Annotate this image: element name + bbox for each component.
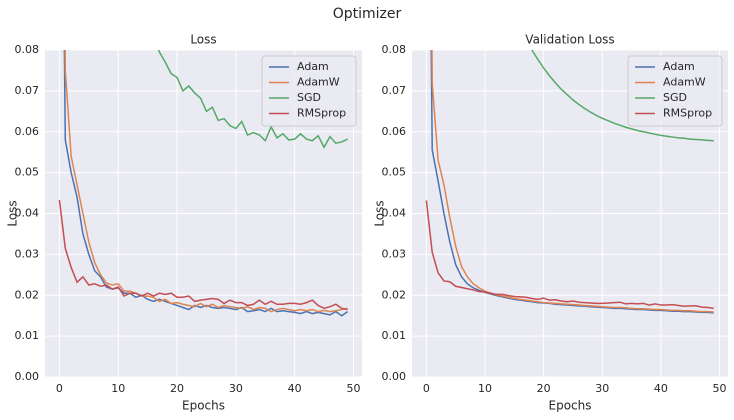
- y-tick-label: 0.03: [15, 247, 40, 260]
- y-axis-label: Loss: [373, 200, 387, 226]
- x-tick-label: 20: [537, 382, 551, 395]
- line: [64, 50, 348, 313]
- legend-label: AdamW: [663, 76, 706, 89]
- x-axis-label: Epochs: [549, 399, 592, 413]
- legend-label: RMSprop: [663, 107, 712, 120]
- y-tick-label: 0.02: [15, 288, 40, 301]
- x-tick-label: 10: [478, 382, 492, 395]
- x-tick-label: 20: [170, 382, 184, 395]
- x-axis-label: Epochs: [182, 399, 225, 413]
- y-tick-label: 0.08: [382, 43, 407, 56]
- x-tick-label: 40: [654, 382, 668, 395]
- plot-lines: [58, 50, 349, 317]
- x-tick-label: 30: [229, 382, 243, 395]
- line: [157, 50, 348, 149]
- y-tick-label: 0.05: [382, 166, 407, 179]
- y-tick-label: 0.04: [382, 207, 407, 220]
- x-tick-label: 30: [595, 382, 609, 395]
- y-tick-label: 0.03: [382, 247, 407, 260]
- y-tick-label: 0.07: [382, 84, 407, 97]
- line: [63, 50, 349, 317]
- legend-box: [627, 55, 723, 127]
- legend-label: RMSprop: [297, 107, 346, 120]
- legend-label: Adam: [663, 60, 695, 73]
- y-tick-label: 0.06: [382, 125, 407, 138]
- x-tick-label: 10: [111, 382, 125, 395]
- x-tick-label: 0: [56, 382, 63, 395]
- line: [430, 50, 714, 314]
- y-tick-label: 0.02: [382, 288, 407, 301]
- y-tick-label: 0.06: [15, 125, 40, 138]
- legend-label: Adam: [297, 60, 329, 73]
- legend-label: AdamW: [297, 76, 340, 89]
- y-tick-label: 0.00: [15, 370, 40, 383]
- y-axis-label: Loss: [6, 200, 20, 226]
- y-tick-label: 0.00: [382, 370, 407, 383]
- y-tick-label: 0.01: [382, 329, 407, 342]
- y-tick-label: 0.01: [15, 329, 40, 342]
- x-tick-label: 0: [423, 382, 430, 395]
- subplot-title: Loss: [190, 33, 216, 47]
- line: [531, 50, 714, 142]
- legend-box: [261, 55, 357, 127]
- x-tick-label: 50: [712, 382, 726, 395]
- y-tick-label: 0.05: [15, 166, 40, 179]
- line: [425, 200, 714, 310]
- subplot-title: Validation Loss: [525, 33, 614, 47]
- plot-lines: [425, 50, 714, 314]
- line: [431, 50, 714, 313]
- legend-label: SGD: [297, 91, 321, 104]
- figure-title: Optimizer: [333, 6, 402, 22]
- line: [58, 199, 348, 311]
- x-tick-label: 50: [346, 382, 360, 395]
- y-tick-label: 0.07: [15, 84, 40, 97]
- x-tick-label: 40: [288, 382, 302, 395]
- legend-label: SGD: [663, 91, 687, 104]
- y-tick-label: 0.04: [15, 207, 40, 220]
- y-tick-label: 0.08: [15, 43, 40, 56]
